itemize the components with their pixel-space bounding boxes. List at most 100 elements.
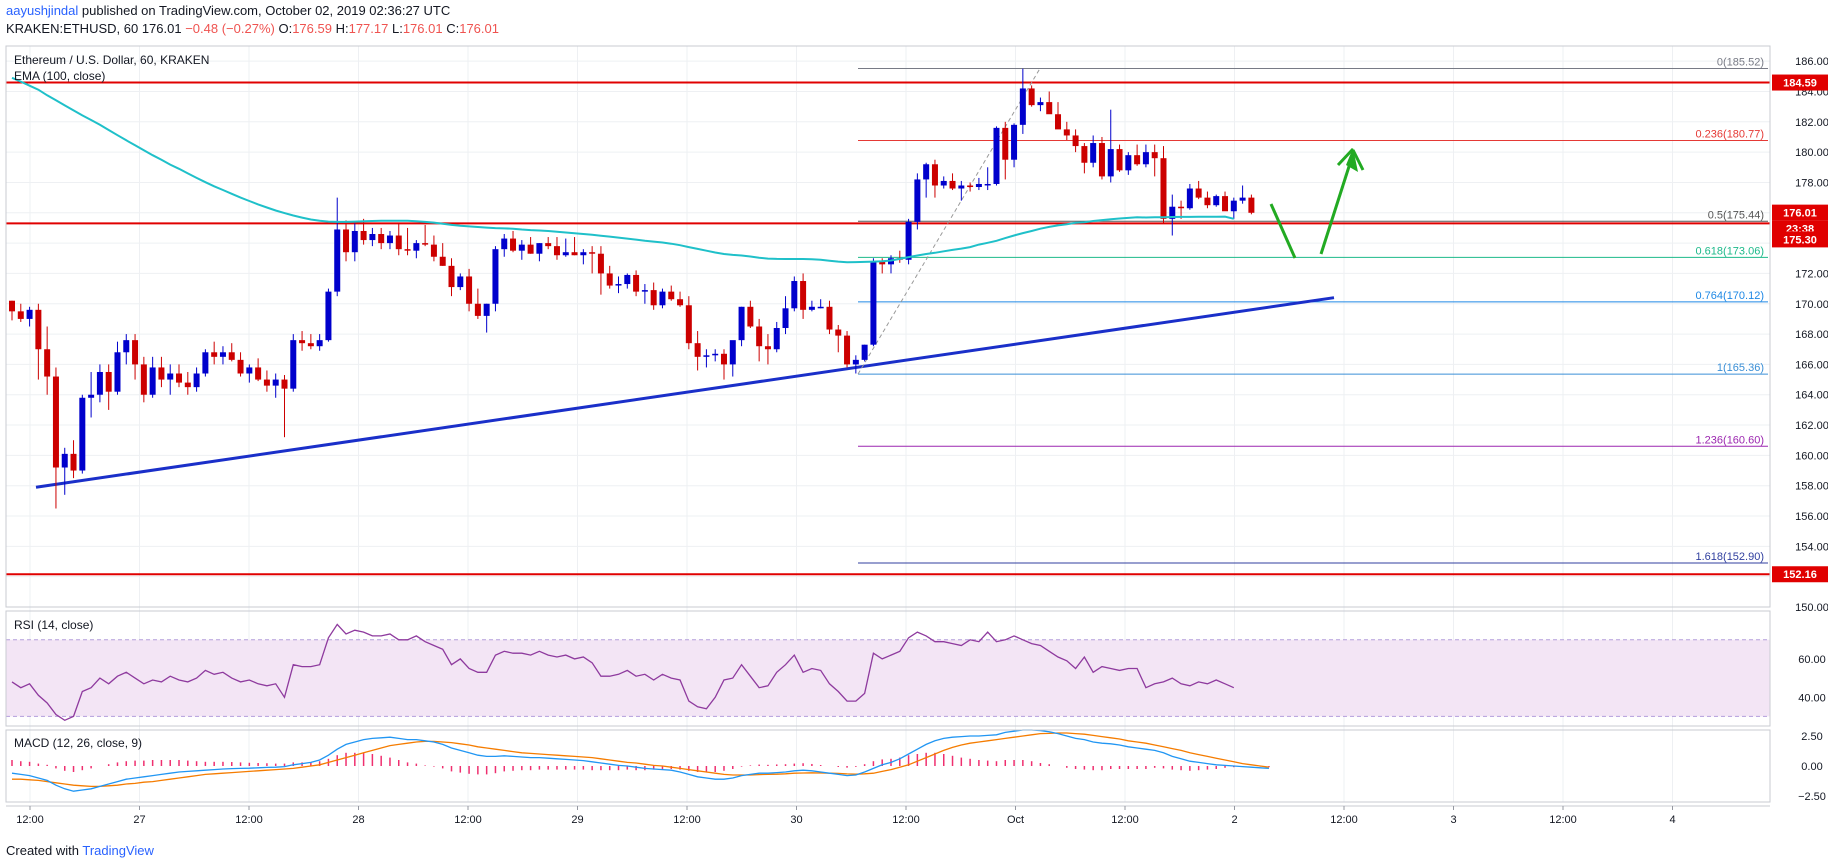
candle-body	[88, 394, 95, 398]
time-tick-label: 12:00	[1549, 814, 1577, 826]
candle-body	[404, 249, 411, 251]
candle-body	[184, 382, 191, 388]
candle-body	[1046, 102, 1053, 115]
candle-body	[835, 329, 842, 336]
candle-body	[1142, 152, 1149, 165]
time-tick-label: 12:00	[1111, 814, 1139, 826]
chart-title: Ethereum / U.S. Dollar, 60, KRAKEN	[14, 53, 209, 67]
candle-body	[26, 309, 33, 319]
candle-body	[967, 185, 974, 188]
candles	[9, 68, 1255, 509]
price-badge[interactable]	[1772, 74, 1828, 91]
candle-body	[580, 252, 587, 256]
candle-body	[633, 274, 640, 292]
macd-tick-label: 0.00	[1801, 761, 1822, 773]
up-arrow-wing-right[interactable]	[1351, 149, 1365, 171]
forecast-arrows[interactable]	[1269, 147, 1365, 259]
candle-body	[905, 221, 912, 260]
time-tick-label: 4	[1669, 814, 1675, 826]
candle-body	[1028, 88, 1035, 106]
candle-body	[852, 359, 859, 365]
horizontal-levels[interactable]	[6, 81, 1770, 576]
candle-body	[140, 364, 147, 395]
price-badge-label: 184.59	[1783, 78, 1817, 90]
rsi-tick-label: 40.00	[1798, 692, 1826, 704]
close-label: C:	[446, 21, 460, 36]
tradingview-logo-link[interactable]: TradingView	[82, 843, 154, 858]
candle-body	[597, 253, 604, 274]
candle-body	[993, 127, 1000, 184]
down-arrow-segment[interactable]	[1269, 203, 1297, 259]
low-label: L:	[391, 21, 403, 36]
rsi-pane	[6, 623, 1770, 722]
candle-body	[1248, 197, 1255, 213]
time-tick-label: 2	[1231, 814, 1237, 826]
up-arrow-wing-left[interactable]	[1336, 147, 1355, 167]
candle-body	[1019, 88, 1026, 125]
candle-body	[729, 340, 736, 365]
candle-body	[800, 281, 807, 310]
candle-body	[79, 397, 86, 471]
candle-body	[773, 328, 780, 350]
candle-body	[1239, 197, 1246, 201]
candle-body	[641, 290, 648, 292]
up-arrow-head[interactable]	[1346, 148, 1358, 172]
trendline[interactable]	[35, 296, 1335, 489]
candle-body	[61, 453, 68, 468]
price-axis[interactable]: 150.00152.00154.00156.00158.00160.00162.…	[1772, 56, 1828, 803]
last-price: 176.01	[141, 21, 182, 36]
symbol-label: KRAKEN:ETHUSD, 60	[6, 21, 139, 36]
candle-body	[1011, 124, 1018, 160]
candle-body	[466, 276, 473, 304]
fib-level-label: 0.236(180.77)	[1696, 128, 1765, 140]
rsi-band	[6, 639, 1770, 717]
candle-body	[378, 234, 385, 244]
candle-body	[1178, 206, 1185, 209]
author-link[interactable]: aayushjindal	[6, 3, 79, 18]
macd-tick-label: 2.50	[1801, 731, 1822, 743]
price-badge-label: 152.16	[1783, 569, 1817, 581]
candle-body	[1107, 149, 1114, 177]
price-badge[interactable]	[1772, 231, 1828, 248]
candle-body	[105, 371, 112, 392]
up-arrow-segment[interactable]	[1319, 153, 1355, 255]
price-badge[interactable]	[1772, 204, 1828, 221]
candle-body	[483, 303, 490, 316]
fib-retracement[interactable]: 0(185.52) 0.236(180.77) 0.5(175.44) 0.618(1…	[858, 56, 1768, 564]
candle-body	[940, 180, 947, 186]
price-tick-label: 172.00	[1795, 268, 1828, 280]
candle-body	[703, 355, 710, 357]
candle-body	[430, 244, 437, 257]
candle-body	[879, 261, 886, 265]
fib-diagonal	[857, 68, 1041, 375]
time-axis[interactable]: 12:00 27 12:00 28 12:00 29 12:00 30 12:00 Oct 12:0…	[16, 806, 1676, 826]
candle-body	[545, 243, 552, 247]
candle-body	[844, 335, 851, 365]
candle-body	[44, 349, 51, 377]
pane-border	[5, 45, 1771, 608]
publish-info: published on TradingView.com, October 02…	[81, 3, 451, 18]
candle-body	[9, 300, 15, 312]
candle-body	[149, 367, 156, 395]
pane-frames	[5, 45, 1771, 807]
fib-level-label: 0.5(175.44)	[1708, 209, 1764, 221]
fib-level-label: 1.236(160.60)	[1696, 434, 1765, 446]
candle-body	[237, 359, 244, 374]
candle-body	[290, 340, 297, 389]
candle-body	[492, 249, 499, 304]
candle-body	[958, 185, 965, 189]
price-tick-label: 182.00	[1795, 117, 1828, 129]
price-badge[interactable]	[1772, 566, 1828, 583]
candle-body	[712, 353, 719, 356]
candle-body	[193, 373, 200, 388]
candle-body	[70, 453, 77, 471]
candle-body	[624, 274, 631, 285]
price-tick-label: 164.00	[1795, 390, 1828, 402]
time-tick-label: 12:00	[673, 814, 701, 826]
candle-body	[228, 352, 235, 360]
price-tick-label: 186.00	[1795, 56, 1828, 68]
candle-body	[1063, 129, 1070, 136]
macd-pane	[11, 729, 1270, 792]
candle-body	[536, 243, 543, 254]
